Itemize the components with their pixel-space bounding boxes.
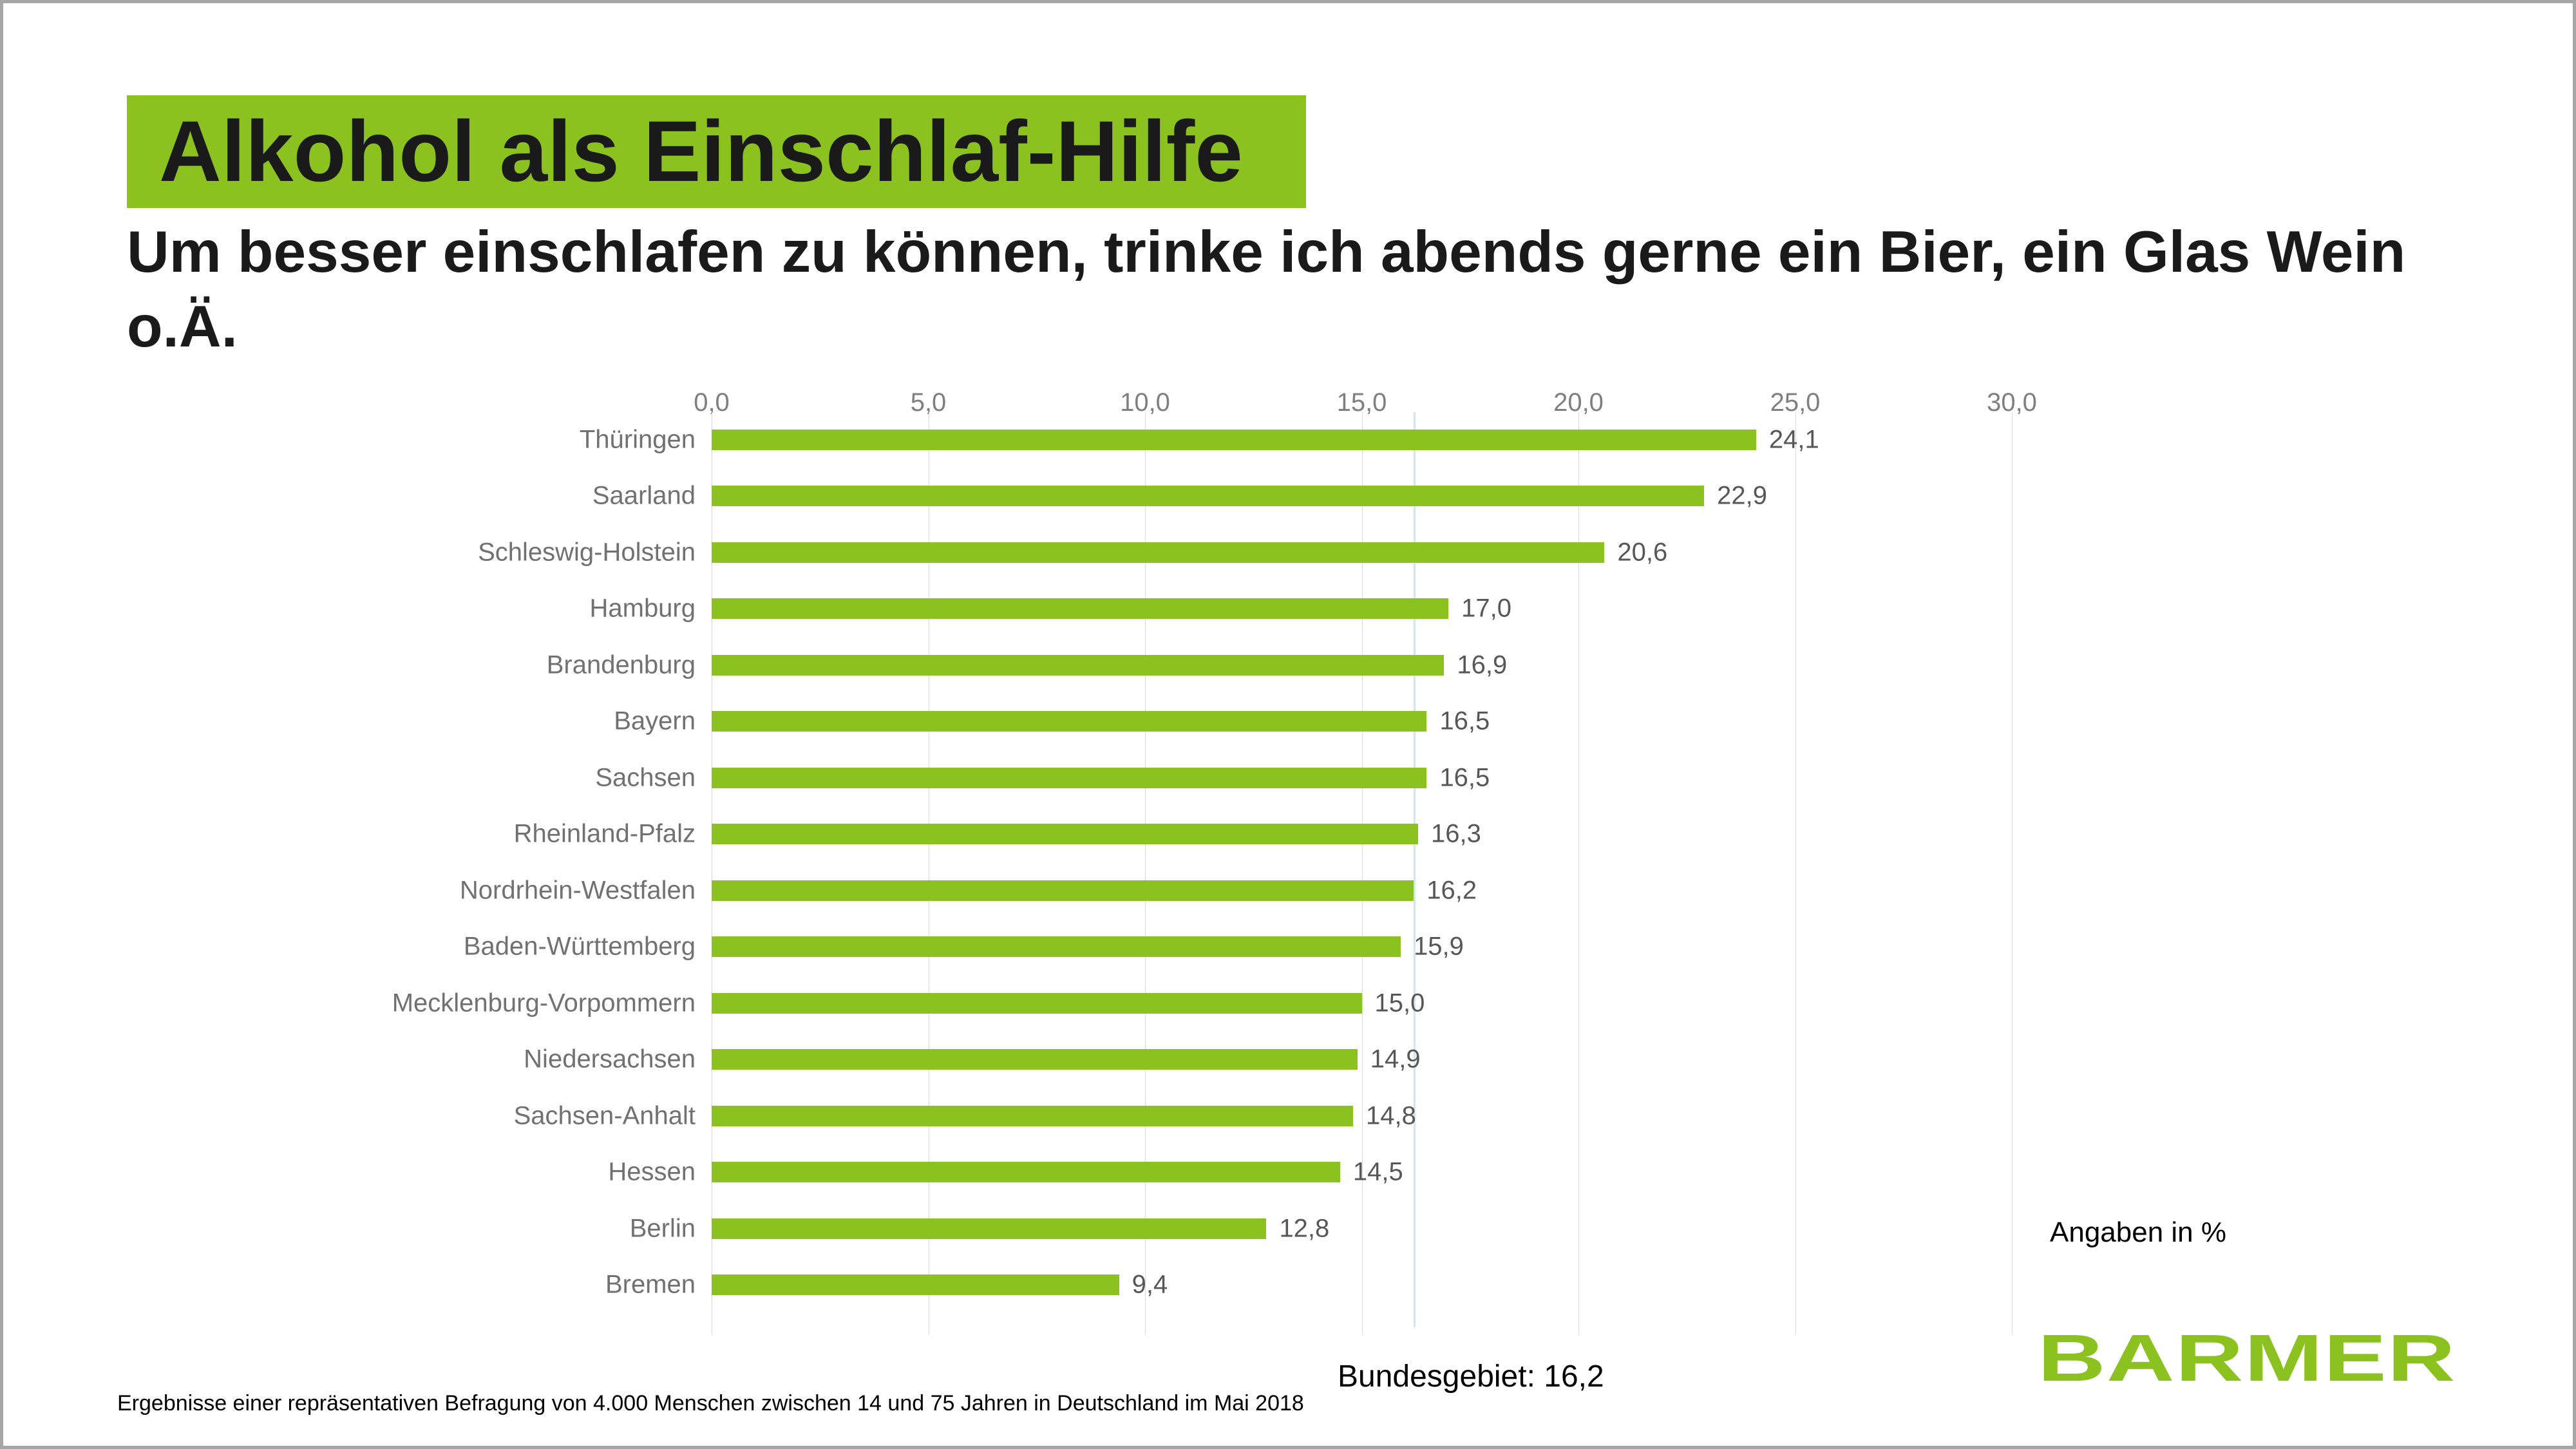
svg-text:BARMER: BARMER: [2038, 1327, 2456, 1391]
